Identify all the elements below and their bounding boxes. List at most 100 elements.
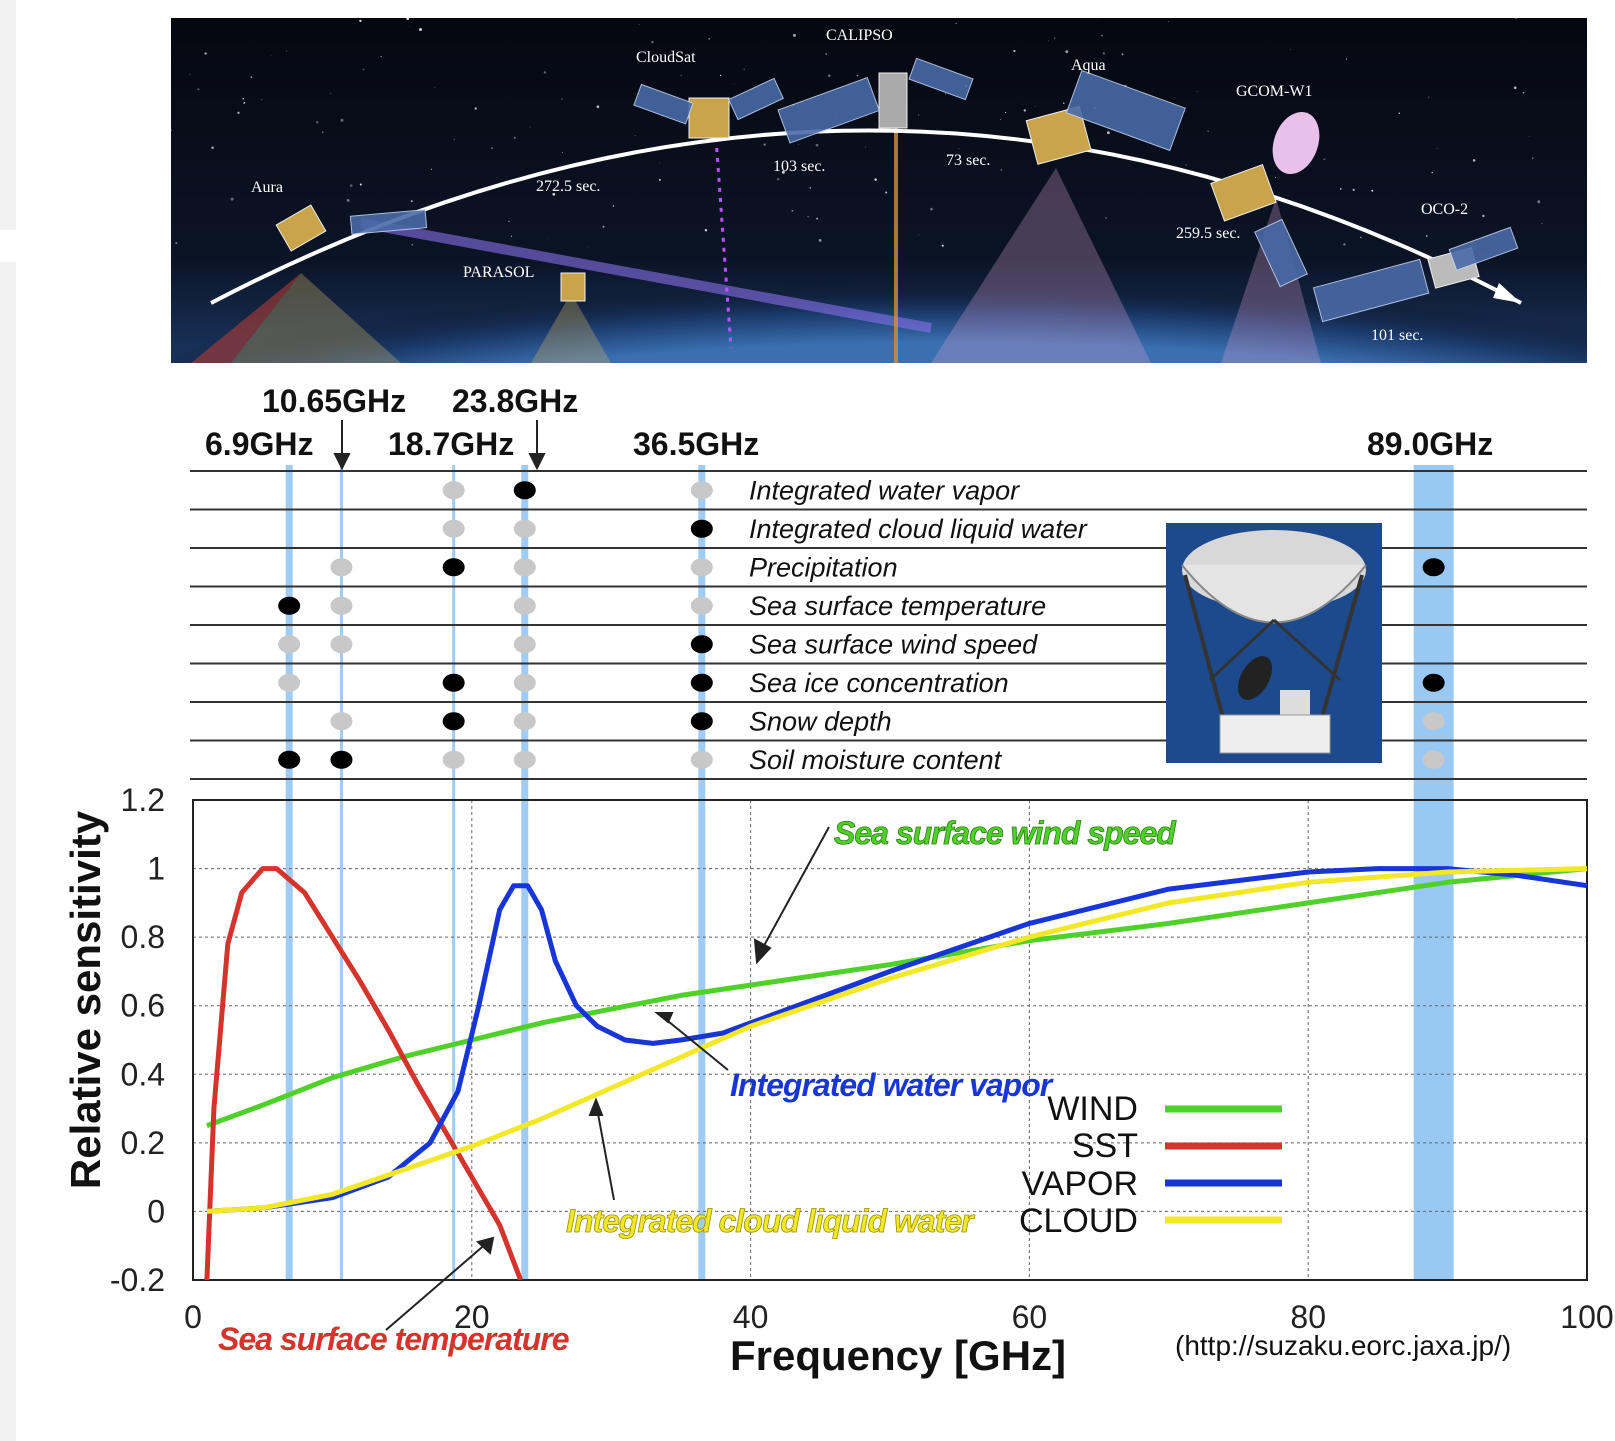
interval-label: 103 sec. [773,158,825,175]
star [250,76,253,78]
star [1121,53,1124,56]
star [237,111,240,114]
star [410,200,413,203]
x-tick-label: 100 [1560,1299,1613,1335]
star [955,22,957,25]
table-mark-black [513,481,536,500]
sensitivity-chart: 6.9GHz 10.65GHz 18.7GHz 23.8GHz 36.5GHz 89.0G… [62,383,1614,1379]
star [809,187,811,189]
table-mark-gray [513,635,536,654]
star [1472,159,1476,162]
star [175,241,178,245]
table-mark-black [442,558,465,577]
star [1013,49,1016,53]
series-line-sst [204,866,523,1280]
satellite-label: GCOM-W1 [1236,83,1312,100]
plot-frame [192,799,1588,1281]
star [1532,157,1534,159]
star [1289,48,1291,50]
star [1307,112,1308,114]
star [816,217,819,220]
star [411,243,414,246]
series-line-cloud [206,866,1587,1214]
star [1047,40,1049,42]
star [409,26,411,27]
star [659,162,661,164]
star [286,50,288,52]
star [776,177,780,181]
table-mark-black [330,750,353,769]
star [552,192,556,196]
star [815,143,819,147]
star [587,247,589,249]
star [380,55,382,58]
satellite-label: CALIPSO [826,27,893,44]
frequency-label: 6.9GHz [205,426,313,462]
star [171,129,173,131]
table-mark-gray [690,558,713,577]
legend-label-sst: SST [1072,1127,1138,1165]
table-mark-gray [442,519,465,538]
table-row-label: Sea surface temperature [749,591,1046,621]
star [513,137,516,139]
star [1000,169,1003,171]
star [1428,96,1430,98]
star [1063,102,1065,104]
star [856,74,859,77]
table-row-label: Integrated water vapor [749,475,1020,505]
star [490,147,494,150]
star [1537,200,1541,204]
star [1034,106,1036,107]
star [529,126,531,128]
star [1185,164,1187,166]
star [543,71,547,74]
frequency-label: 36.5GHz [633,426,759,462]
star [419,28,422,31]
star [189,73,191,75]
star [612,205,615,207]
table-row-label: Soil moisture content [749,745,1003,775]
satellite-constellation-image: Aura PARASOL CloudSat CALIPSO Aqua GCOM-… [171,18,1587,363]
star [211,146,214,149]
table-mark-gray [513,673,536,692]
star [743,68,746,71]
frequency-band [339,465,343,1280]
star [792,33,796,37]
table-row-label: Precipitation [749,552,898,582]
star [602,225,605,228]
table-mark-black [690,673,713,692]
star [1101,34,1103,37]
star [359,183,362,186]
star [680,75,682,77]
star [362,68,365,71]
star [1275,176,1277,178]
x-tick-label: 60 [1012,1299,1048,1335]
star [261,99,263,101]
y-axis-title: Relative sensitivity [62,810,109,1189]
satellite-label: OCO-2 [1421,201,1468,218]
table-mark-gray [1422,750,1445,769]
annotation-sst: Sea surface temperature [218,1321,569,1357]
star [1352,188,1355,192]
y-tick-label: -0.2 [110,1262,165,1298]
table-mark-gray [513,558,536,577]
star [918,114,920,116]
star [315,121,319,124]
star [798,144,799,145]
table-mark-gray [690,750,713,769]
star [1097,19,1099,21]
star [1004,111,1007,114]
y-tick-label: 0.4 [121,1056,165,1092]
interval-label: 73 sec. [946,152,990,169]
x-tick-label: 20 [454,1299,490,1335]
table-mark-black [690,635,713,654]
star [1515,18,1517,20]
star [1398,112,1401,115]
star [708,37,711,40]
table-mark-gray [513,750,536,769]
frequency-band [698,465,706,1280]
star [1323,158,1326,161]
star [1105,217,1107,219]
table-mark-gray [513,519,536,538]
satellite-label: Aqua [1071,57,1106,74]
